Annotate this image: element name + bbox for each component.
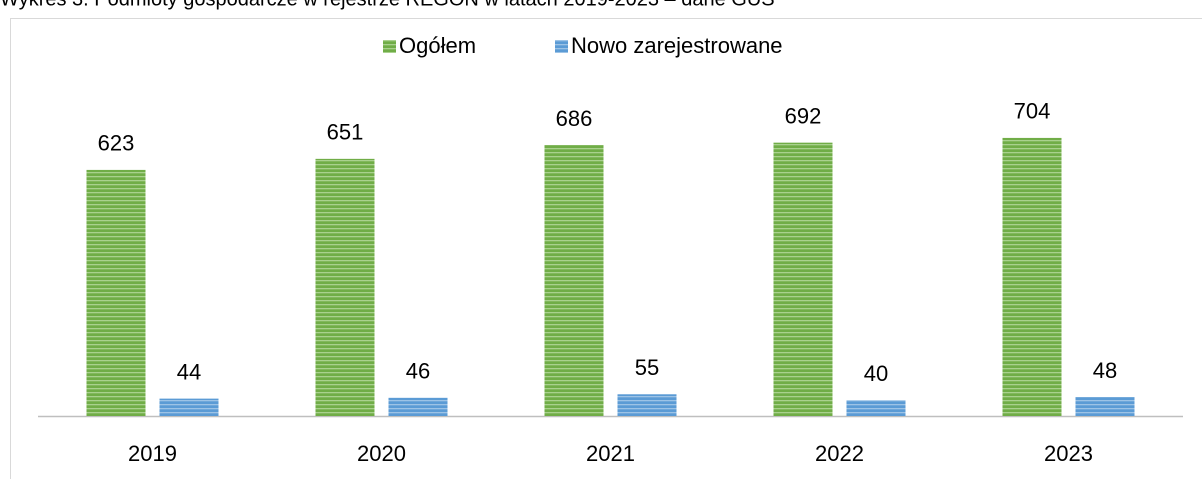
chart-title: Wykres 3. Podmioty gospodarcze w rejestr… bbox=[0, 0, 775, 10]
legend-swatch bbox=[383, 40, 396, 53]
value-label: 686 bbox=[556, 106, 593, 131]
legend-label: Nowo zarejestrowane bbox=[571, 33, 783, 58]
value-label: 44 bbox=[177, 359, 201, 384]
bar bbox=[86, 169, 146, 416]
x-tick-label: 2021 bbox=[586, 441, 635, 466]
chart-frame bbox=[10, 18, 1202, 479]
bar bbox=[773, 142, 833, 416]
bar bbox=[846, 400, 906, 416]
x-tick-label: 2020 bbox=[357, 441, 406, 466]
value-label: 651 bbox=[327, 120, 364, 145]
legend-label: Ogółem bbox=[399, 33, 476, 58]
legend-swatch bbox=[555, 40, 568, 53]
bar bbox=[159, 398, 219, 416]
x-tick-label: 2019 bbox=[128, 441, 177, 466]
bar bbox=[1002, 137, 1062, 417]
value-label: 55 bbox=[635, 355, 659, 380]
value-label: 704 bbox=[1014, 99, 1051, 124]
bar bbox=[1075, 397, 1135, 416]
x-tick-label: 2022 bbox=[815, 441, 864, 466]
value-label: 46 bbox=[406, 359, 430, 384]
bar bbox=[544, 145, 604, 416]
x-tick-label: 2023 bbox=[1044, 441, 1093, 466]
value-label: 623 bbox=[98, 131, 135, 156]
value-label: 692 bbox=[785, 103, 822, 128]
bar bbox=[617, 394, 677, 416]
value-label: 48 bbox=[1093, 358, 1117, 383]
bar bbox=[388, 397, 448, 416]
value-label: 40 bbox=[864, 361, 888, 386]
bar bbox=[315, 158, 375, 417]
